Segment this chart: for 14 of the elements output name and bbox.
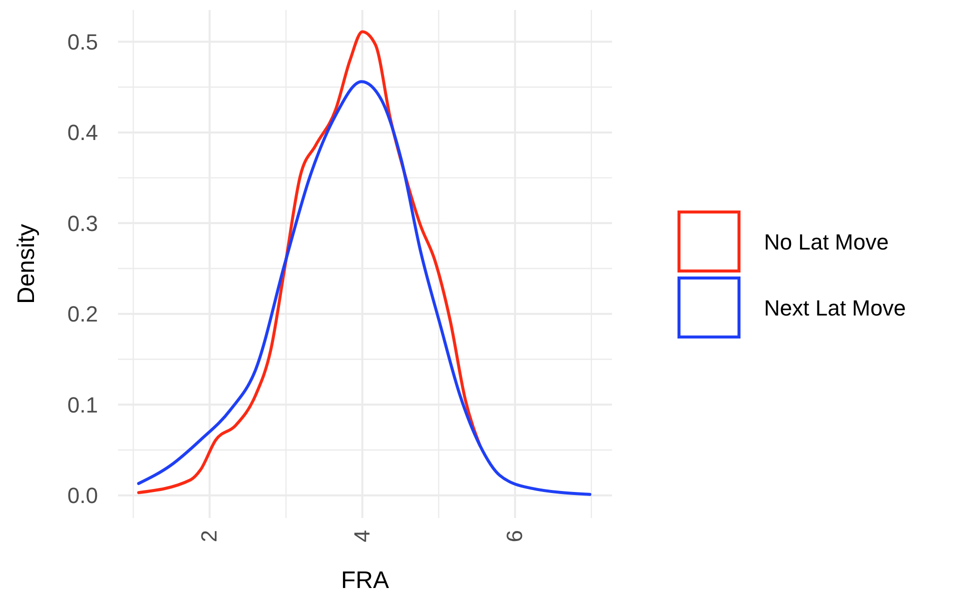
x-tick-label: 4 bbox=[349, 530, 374, 542]
y-axis-title: Density bbox=[13, 224, 40, 304]
y-tick-label: 0.3 bbox=[67, 210, 98, 236]
x-tick-label: 6 bbox=[502, 530, 528, 542]
y-tick-label: 0.4 bbox=[67, 120, 98, 146]
y-tick-label: 0.5 bbox=[67, 29, 98, 54]
text: No Lat Move bbox=[764, 230, 889, 255]
y-tick-label: 0.1 bbox=[67, 392, 98, 418]
y-tick-label: 0.2 bbox=[67, 302, 98, 327]
x-tick-label: 2 bbox=[196, 530, 222, 542]
x-axis-title: FRA bbox=[341, 567, 389, 594]
text: 0.0 bbox=[67, 483, 98, 508]
line-series bbox=[137, 80, 592, 496]
text: Next Lat Move bbox=[764, 296, 906, 321]
